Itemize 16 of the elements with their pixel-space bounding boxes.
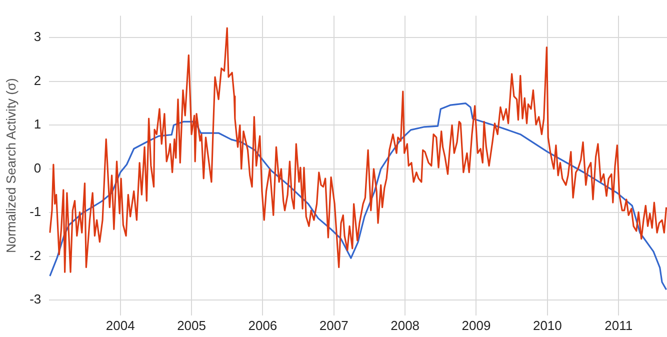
x-tick-label: 2005 (177, 318, 206, 333)
y-tick-label: 1 (34, 116, 42, 132)
x-tick-label: 2006 (248, 318, 278, 333)
x-tick-label: 2007 (319, 318, 348, 333)
x-tick-label: 2009 (462, 318, 491, 333)
x-tick-label: 2008 (390, 318, 420, 333)
y-tick-label: -3 (30, 292, 42, 307)
y-tick-label: 0 (34, 160, 42, 176)
y-tick-label: -1 (30, 204, 42, 220)
y-axis-title: Normalized Search Activity (σ) (3, 78, 18, 254)
x-tick-label: 2011 (604, 318, 633, 333)
y-tick-label: -2 (30, 248, 42, 263)
y-tick-label: 3 (34, 29, 42, 44)
x-tick-label: 2004 (106, 318, 135, 333)
y-tick-label: 2 (34, 72, 42, 88)
x-tick-label: 2010 (532, 318, 562, 333)
